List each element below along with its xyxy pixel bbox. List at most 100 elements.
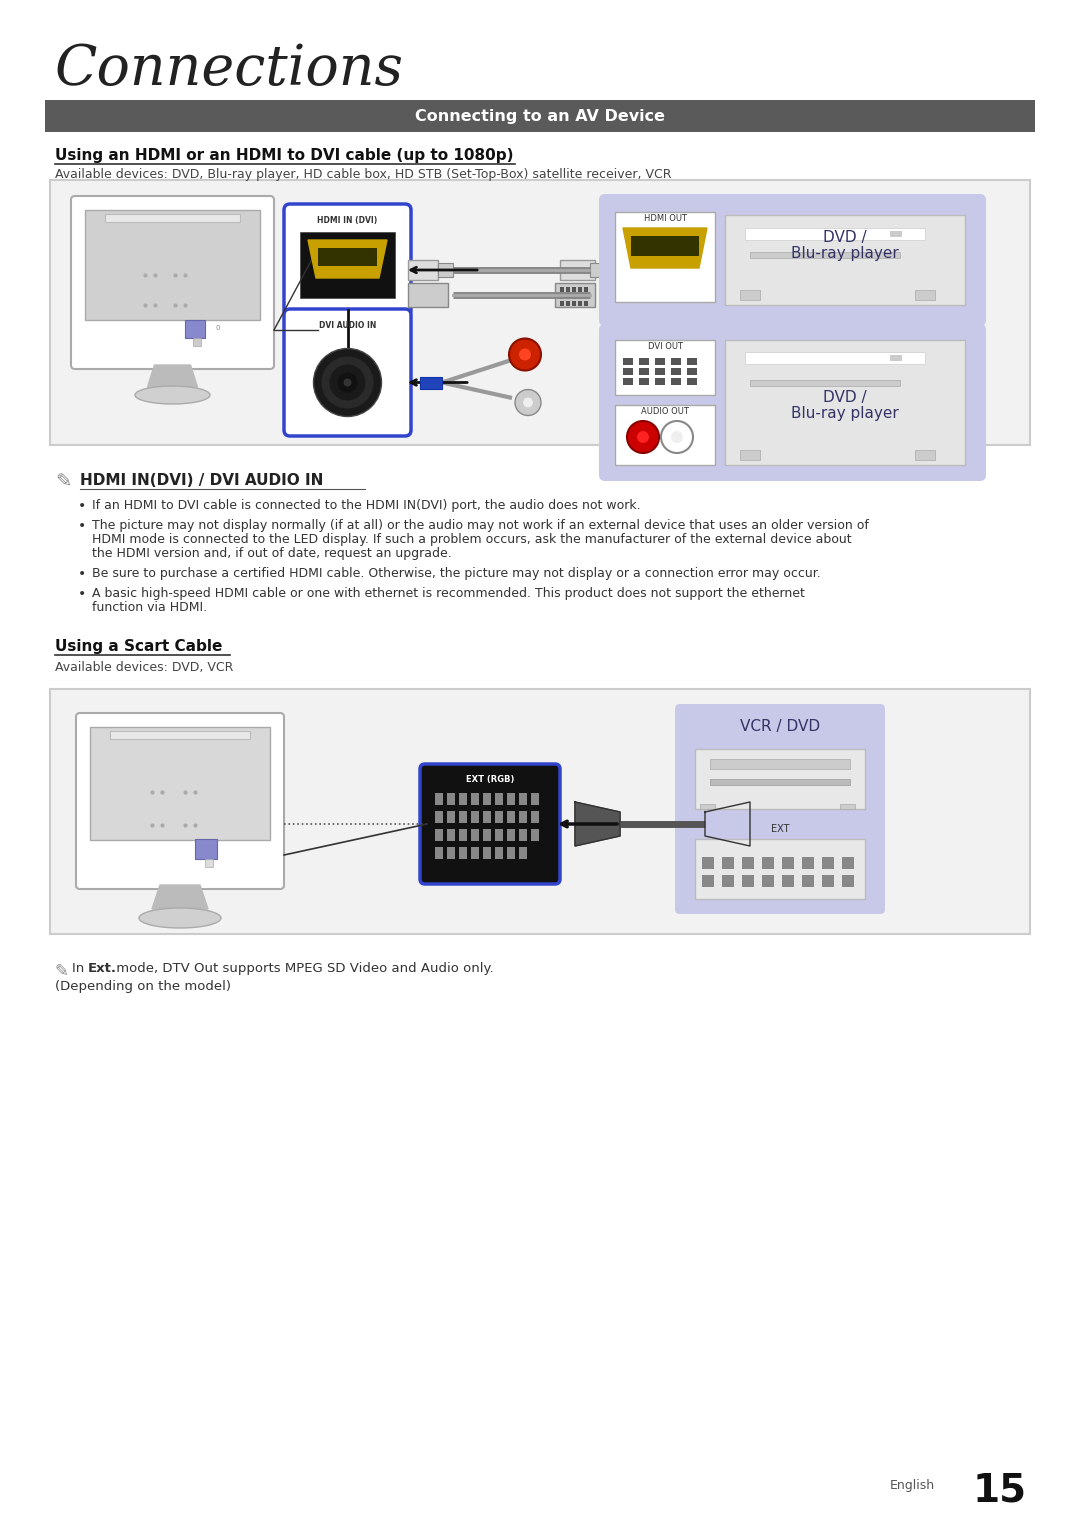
Bar — [671, 358, 681, 365]
Text: HDMI OUT: HDMI OUT — [644, 214, 687, 223]
Bar — [915, 450, 935, 460]
Bar — [631, 235, 699, 257]
FancyBboxPatch shape — [50, 179, 1030, 445]
Bar — [623, 378, 633, 384]
Bar — [507, 829, 515, 842]
Bar — [519, 811, 527, 823]
Bar — [782, 857, 794, 869]
Ellipse shape — [135, 386, 210, 404]
Text: Available devices: DVD, Blu-ray player, HD cable box, HD STB (Set-Top-Box) satel: Available devices: DVD, Blu-ray player, … — [55, 169, 672, 181]
Text: If an HDMI to DVI cable is connected to the HDMI IN(DVI) port, the audio does no: If an HDMI to DVI cable is connected to … — [92, 500, 640, 512]
Circle shape — [322, 357, 374, 409]
Bar — [578, 287, 582, 292]
Bar — [447, 848, 455, 860]
Polygon shape — [148, 365, 198, 387]
Bar — [750, 380, 900, 386]
Bar — [615, 340, 715, 395]
Bar — [802, 875, 814, 887]
Bar — [615, 406, 715, 465]
Bar — [531, 829, 539, 842]
Bar — [561, 287, 564, 292]
Bar — [842, 875, 854, 887]
Text: DVD /: DVD / — [823, 390, 867, 406]
Bar — [696, 749, 865, 810]
FancyBboxPatch shape — [284, 204, 411, 316]
Bar — [842, 857, 854, 869]
Bar — [561, 301, 564, 305]
Bar — [723, 875, 734, 887]
Text: DVD /: DVD / — [823, 229, 867, 245]
FancyBboxPatch shape — [599, 324, 986, 482]
Bar — [483, 848, 491, 860]
Text: mode, DTV Out supports MPEG SD Video and Audio only.: mode, DTV Out supports MPEG SD Video and… — [112, 962, 494, 975]
Text: HDMI mode is connected to the LED display. If such a problem occurs, ask the man: HDMI mode is connected to the LED displa… — [92, 533, 852, 545]
Polygon shape — [705, 802, 750, 846]
Bar — [702, 857, 714, 869]
Bar — [822, 875, 834, 887]
Bar — [840, 804, 855, 810]
Bar — [687, 378, 697, 384]
Text: In: In — [72, 962, 89, 975]
Bar — [566, 295, 570, 299]
Bar — [45, 100, 1035, 132]
Ellipse shape — [139, 908, 221, 928]
Bar — [435, 793, 443, 805]
Bar — [710, 760, 850, 769]
Text: function via HDMI.: function via HDMI. — [92, 602, 207, 614]
Bar — [802, 857, 814, 869]
Bar — [90, 728, 270, 840]
Bar — [915, 290, 935, 299]
Bar — [584, 287, 588, 292]
Bar — [615, 213, 715, 302]
Bar — [639, 358, 649, 365]
Bar — [590, 263, 605, 276]
Bar — [639, 378, 649, 384]
Bar — [566, 301, 570, 305]
Text: Ext.: Ext. — [87, 962, 117, 975]
Bar — [740, 450, 760, 460]
Bar — [671, 368, 681, 375]
Bar — [507, 793, 515, 805]
Bar — [725, 340, 966, 465]
Bar — [572, 287, 576, 292]
Text: English: English — [890, 1480, 935, 1492]
Polygon shape — [575, 802, 620, 846]
Bar — [531, 793, 539, 805]
Text: HDMI IN(DVI) / DVI AUDIO IN: HDMI IN(DVI) / DVI AUDIO IN — [80, 472, 323, 488]
Bar — [471, 848, 480, 860]
Bar — [750, 252, 900, 258]
Bar — [519, 829, 527, 842]
Bar — [507, 848, 515, 860]
Polygon shape — [308, 240, 387, 278]
Bar — [447, 829, 455, 842]
FancyBboxPatch shape — [50, 690, 1030, 934]
Bar — [459, 848, 467, 860]
Bar — [639, 368, 649, 375]
Bar — [300, 232, 395, 298]
Bar — [447, 811, 455, 823]
Text: Available devices: DVD, VCR: Available devices: DVD, VCR — [55, 661, 233, 674]
Circle shape — [523, 398, 534, 407]
Bar — [531, 811, 539, 823]
Bar — [447, 793, 455, 805]
Text: 0: 0 — [215, 325, 219, 331]
Circle shape — [337, 372, 357, 392]
Bar — [408, 260, 438, 279]
Bar — [572, 301, 576, 305]
Text: •: • — [78, 519, 86, 533]
Bar — [566, 287, 570, 292]
Bar — [654, 378, 665, 384]
Text: the HDMI version and, if out of date, request an upgrade.: the HDMI version and, if out of date, re… — [92, 547, 451, 561]
Bar — [495, 848, 503, 860]
Bar — [654, 358, 665, 365]
Bar — [822, 857, 834, 869]
Bar — [495, 829, 503, 842]
FancyBboxPatch shape — [599, 194, 986, 327]
Polygon shape — [623, 228, 707, 267]
Text: EXT (RGB): EXT (RGB) — [465, 775, 514, 784]
Bar — [696, 838, 865, 899]
Bar — [555, 283, 595, 307]
Bar — [471, 793, 480, 805]
Bar — [483, 829, 491, 842]
Bar — [185, 321, 205, 339]
